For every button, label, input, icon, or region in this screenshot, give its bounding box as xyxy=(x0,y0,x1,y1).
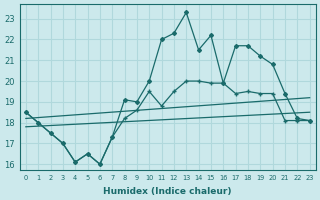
X-axis label: Humidex (Indice chaleur): Humidex (Indice chaleur) xyxy=(103,187,232,196)
